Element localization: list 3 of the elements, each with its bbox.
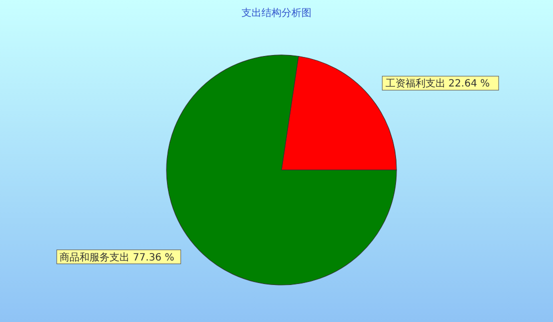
slice-label: 工资福利支出 22.64 % bbox=[385, 78, 490, 90]
slice-label: 商品和服务支出 77.36 % bbox=[60, 251, 174, 264]
chart-title: 支出结构分析图 bbox=[240, 6, 312, 20]
